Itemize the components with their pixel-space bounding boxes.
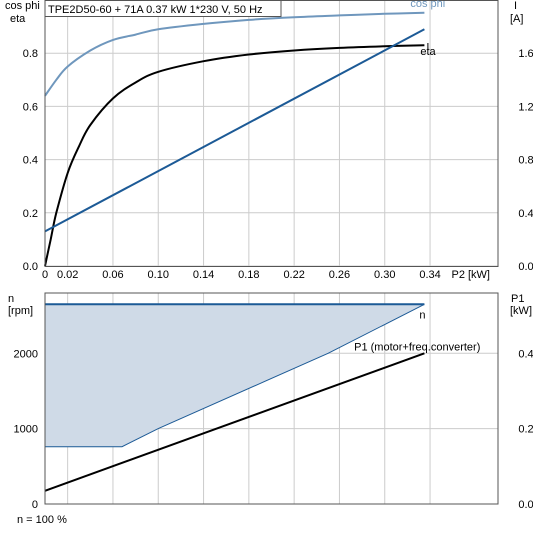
y-tick-label: 0.4 (23, 155, 38, 167)
y-axis-label: cos phi (5, 0, 40, 12)
y2-tick-label: 0.0 (518, 261, 533, 273)
x-tick-label: 0 (42, 269, 48, 281)
title-box (44, 0, 282, 17)
x-tick-label: 0.34 (419, 269, 440, 281)
y-tick-label: 0.8 (23, 48, 38, 60)
x-tick-label: 0.14 (193, 269, 214, 281)
series-label-current: I (426, 41, 429, 53)
x-tick-label: 0.10 (148, 269, 169, 281)
power-tick-label: 0.4 (518, 348, 533, 360)
bottom-plot-frame (44, 292, 499, 505)
series-current (44, 28, 425, 233)
series-p1 (44, 352, 425, 492)
power-tick-label: 0.2 (518, 424, 533, 436)
series-label-p1: P1 (motor+freq.converter) (354, 341, 480, 353)
y-tick-label: 0.6 (23, 101, 38, 113)
y2-tick-label: 0.4 (518, 208, 533, 220)
speed-tick-label: 1000 (14, 424, 38, 436)
bottom-chart-series (44, 303, 425, 492)
chart-title: TPE2D50-60 + 71A 0.37 kW 1*230 V, 50 Hz (48, 4, 263, 16)
series-label-eta: eta (420, 46, 436, 58)
y2-tick-label: 0.8 (518, 155, 533, 167)
x-tick-label: 0.22 (283, 269, 304, 281)
series-label-speed: n (419, 309, 425, 321)
series-eta (44, 44, 425, 267)
y2-axis-label: [A] (510, 13, 523, 25)
speed-axis-label: [rpm] (8, 305, 33, 317)
x-tick-label: 0.06 (102, 269, 123, 281)
series-speed-min (45, 303, 425, 448)
chart-labels: 0 0.02 0.06 0.10 0.14 0.18 0.22 0.26 0.30 0.34 0.0… (5, 0, 533, 511)
speed-tick-label: 0 (32, 499, 38, 511)
power-tick-label: 0.0 (518, 499, 533, 511)
series-cos-phi (44, 11, 425, 97)
power-axis-label: P1 (511, 293, 524, 305)
x-tick-label: 0.02 (57, 269, 78, 281)
power-axis-label: [kW] (510, 305, 532, 317)
y-axis-label: eta (10, 13, 26, 25)
series-label-cos-phi: cos phi (410, 0, 445, 10)
top-chart-series (44, 11, 425, 267)
x-axis-label: P2 [kW] (451, 269, 490, 281)
y-tick-label: 0.2 (23, 208, 38, 220)
speed-axis-label: n (8, 293, 14, 305)
x-tick-label: 0.18 (238, 269, 259, 281)
chart-frames (44, 0, 499, 505)
x-tick-label: 0.26 (329, 269, 350, 281)
speed-percent-note: n = 100 % (17, 514, 67, 526)
y2-tick-label: 1.6 (518, 48, 533, 60)
speed-tick-label: 2000 (14, 348, 38, 360)
y2-axis-label: I (514, 0, 517, 12)
y-tick-label: 0.0 (23, 261, 38, 273)
x-tick-label: 0.30 (374, 269, 395, 281)
speed-range-area (45, 304, 425, 447)
y2-tick-label: 1.2 (518, 101, 533, 113)
